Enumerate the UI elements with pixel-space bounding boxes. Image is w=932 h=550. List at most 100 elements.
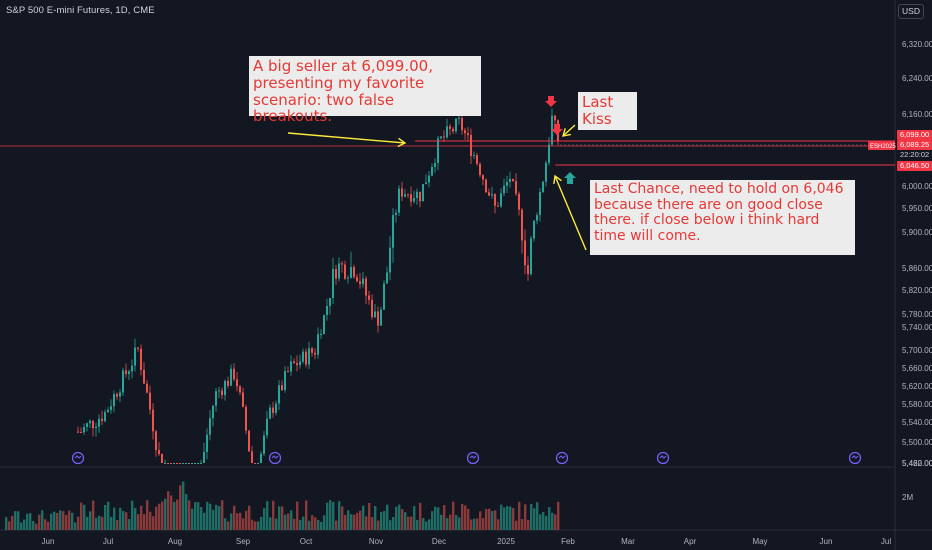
volume-bar <box>272 500 275 530</box>
volume-bar <box>71 512 74 530</box>
volume-bar <box>503 507 506 530</box>
volume-bar <box>101 516 104 530</box>
volume-bar <box>161 501 164 530</box>
arrow-to-seller-level-head <box>397 137 407 148</box>
volume-bar <box>308 520 311 530</box>
candle-body <box>359 281 361 285</box>
candle-body <box>470 134 472 156</box>
volume-bar <box>353 514 356 530</box>
volume-bar <box>386 504 389 530</box>
volume-bar <box>164 498 167 530</box>
volume-bar <box>290 510 293 530</box>
volume-bar <box>65 514 68 530</box>
dividend-icon <box>71 451 85 465</box>
candle-body <box>140 348 142 370</box>
volume-bar <box>35 523 38 530</box>
candle-body <box>263 435 265 454</box>
volume-bar <box>389 520 392 530</box>
candle-body <box>314 352 316 355</box>
green-arrow-up <box>564 172 576 184</box>
volume-bar <box>152 516 155 530</box>
price-tag-seller-bg <box>897 130 932 140</box>
candle-body <box>134 347 136 366</box>
candle-body <box>122 370 124 393</box>
x-tick-label: May <box>752 537 767 546</box>
candle-body <box>497 205 499 207</box>
dividend-icon <box>268 451 282 465</box>
candle-body <box>236 379 238 387</box>
candle-body <box>194 463 196 464</box>
candle-body <box>281 385 283 391</box>
x-tick-label: Jul <box>103 537 113 546</box>
candle-body <box>407 194 409 196</box>
volume-bar <box>110 516 113 530</box>
volume-bar <box>521 519 524 530</box>
volume-bar <box>296 501 299 530</box>
candle-body <box>176 463 178 464</box>
volume-bar <box>20 522 23 530</box>
volume-bar <box>392 516 395 530</box>
price-tag-seller: 6,099.00 <box>900 130 929 139</box>
volume-bar <box>194 502 197 530</box>
candle-body <box>173 463 175 464</box>
volume-bar <box>128 519 131 530</box>
volume-bar <box>395 506 398 530</box>
volume-bar <box>86 516 89 530</box>
candle-body <box>392 214 394 248</box>
candle-body <box>146 383 148 393</box>
volume-bar <box>350 514 353 530</box>
volume-bar <box>317 519 320 530</box>
volume-bar <box>224 518 227 530</box>
y-tick-label: 5,740.00 <box>902 323 932 332</box>
volume-bar <box>59 510 62 530</box>
candle-body <box>542 181 544 193</box>
volume-bar <box>347 510 350 530</box>
volume-bar <box>149 511 152 530</box>
volume-bar <box>74 522 77 530</box>
candle-body <box>317 334 319 355</box>
y-tick-label: 5,900.00 <box>902 228 932 237</box>
symbol-tag: ESH2025 <box>870 144 896 150</box>
volume-bar <box>401 509 404 530</box>
volume-bar <box>452 501 455 530</box>
volume-bar <box>542 512 545 530</box>
candle-body <box>440 136 442 139</box>
volume-bar <box>98 515 101 530</box>
candle-body <box>383 283 385 310</box>
volume-bar <box>62 511 65 530</box>
volume-bar <box>125 512 128 530</box>
currency-button[interactable]: USD <box>898 4 924 19</box>
candle-body <box>155 431 157 451</box>
candle-body <box>260 453 262 463</box>
candle-body <box>128 371 130 375</box>
volume-bar <box>257 521 260 530</box>
arrow-to-support <box>554 175 587 251</box>
volume-bar <box>221 500 224 530</box>
candle-body <box>197 463 199 464</box>
volume-bar <box>68 510 71 530</box>
x-tick-label: Jul <box>881 537 891 546</box>
y-tick-label: 6,160.00 <box>902 110 932 119</box>
volume-bar <box>422 517 425 530</box>
candle-body <box>269 407 271 419</box>
volume-bars <box>5 481 560 530</box>
volume-bar <box>284 514 287 530</box>
x-tick-label: Jun <box>820 537 833 546</box>
volume-bar <box>140 505 143 530</box>
volume-bar <box>524 504 527 530</box>
candle-body <box>218 390 220 392</box>
candle-body <box>512 178 514 182</box>
candle-body <box>368 295 370 300</box>
volume-bar <box>131 500 134 530</box>
volume-bar <box>548 507 551 530</box>
volume-bar <box>275 518 278 530</box>
volume-bar <box>305 500 308 530</box>
volume-bar <box>485 509 488 530</box>
candle-body <box>344 264 346 279</box>
annotation-last-chance: Last Chance, need to hold on 6,046 becau… <box>590 180 855 255</box>
volume-bar <box>383 511 386 530</box>
candle-body <box>362 278 364 285</box>
candle-body <box>527 265 529 275</box>
candle-body <box>290 361 292 372</box>
